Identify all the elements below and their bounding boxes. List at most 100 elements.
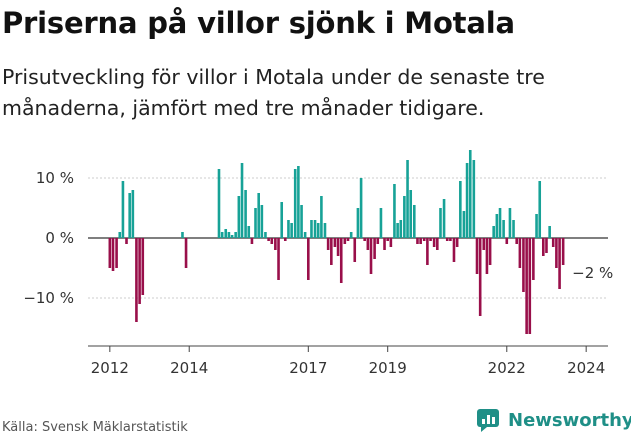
bar — [320, 196, 323, 238]
bar — [522, 238, 525, 292]
bar — [336, 238, 340, 256]
bar-chart: 10 % 0 % −10 % 2012 2014 2017 2019 2022 2024 −2… — [23, 150, 613, 377]
bar — [363, 238, 366, 241]
bar — [260, 205, 264, 238]
bar — [227, 232, 231, 238]
bar — [468, 150, 472, 238]
bar — [475, 238, 479, 274]
bar — [403, 196, 406, 238]
bar — [455, 238, 459, 247]
bar — [224, 229, 228, 238]
bar — [548, 226, 551, 238]
bar — [492, 226, 495, 238]
bar — [115, 238, 118, 268]
bar — [138, 238, 141, 304]
bar — [555, 238, 558, 268]
bar — [270, 238, 274, 244]
x-tick-label: 2022 — [488, 359, 526, 377]
bar — [508, 208, 512, 238]
bar — [495, 214, 499, 238]
bar — [316, 223, 320, 238]
bar — [542, 238, 545, 256]
bar — [442, 199, 446, 238]
page-title: Priserna på villor sjönk i Motala — [2, 6, 515, 40]
bar — [432, 238, 436, 247]
bar — [551, 238, 555, 247]
bar — [274, 238, 277, 250]
bar — [525, 238, 528, 334]
brand-logo[interactable]: Newsworthy — [476, 408, 631, 432]
bar — [366, 238, 370, 250]
bar — [561, 238, 565, 265]
bar — [264, 232, 267, 238]
bar — [257, 193, 260, 238]
bar — [478, 238, 482, 316]
chart-subtitle: Prisutveckling för villor i Motala under… — [2, 65, 545, 120]
bar — [141, 238, 145, 295]
bar — [359, 178, 363, 238]
bar — [485, 238, 489, 274]
bar — [535, 214, 538, 238]
bar — [518, 238, 522, 268]
bar — [389, 238, 393, 247]
bar — [346, 238, 350, 241]
bar — [558, 238, 561, 289]
newsworthy-logo-icon — [477, 409, 499, 432]
bar — [326, 238, 330, 250]
bar — [373, 238, 376, 259]
bar — [515, 238, 518, 244]
bar — [333, 238, 337, 247]
y-axis-ticks: 10 % 0 % −10 % — [23, 169, 74, 307]
bar — [250, 238, 254, 244]
bar — [290, 223, 293, 238]
bar — [472, 160, 476, 238]
bar — [254, 208, 257, 238]
bar — [488, 238, 492, 265]
x-axis: 2012 2014 2017 2019 2022 2024 — [88, 345, 608, 377]
bar — [426, 238, 429, 265]
y-tick-label: 10 % — [36, 169, 74, 187]
bar — [330, 238, 333, 265]
bar — [396, 223, 399, 238]
bar — [452, 238, 456, 262]
bar — [339, 238, 343, 283]
bar — [280, 202, 284, 238]
x-tick-label: 2017 — [289, 359, 327, 377]
bar — [545, 238, 548, 253]
bar — [498, 208, 502, 238]
bar — [135, 238, 138, 322]
bar — [300, 205, 303, 238]
bar — [128, 193, 131, 238]
x-tick-label: 2019 — [369, 359, 407, 377]
bar — [449, 238, 452, 241]
bar — [310, 220, 313, 238]
brand-name: Newsworthy — [508, 409, 631, 431]
bar — [353, 238, 357, 262]
bar — [307, 238, 310, 280]
bar — [184, 238, 188, 268]
bar — [512, 220, 515, 238]
chart-bars — [108, 150, 565, 334]
bar — [528, 238, 532, 334]
bar — [131, 190, 135, 238]
bar — [277, 238, 280, 280]
x-tick-label: 2014 — [170, 359, 208, 377]
x-tick-label: 2012 — [91, 359, 129, 377]
bar — [376, 238, 380, 244]
bar — [422, 238, 426, 241]
bar — [419, 238, 422, 244]
bar — [121, 181, 125, 238]
bar — [313, 220, 317, 238]
bar — [502, 220, 505, 238]
bar — [406, 160, 409, 238]
bar — [125, 238, 128, 244]
bar — [538, 181, 542, 238]
bar — [283, 238, 287, 241]
bar — [386, 238, 389, 241]
bar — [439, 208, 442, 238]
bar — [237, 196, 241, 238]
bar — [399, 220, 403, 238]
bar — [240, 163, 244, 238]
bar — [532, 238, 535, 280]
x-tick-label: 2024 — [567, 359, 605, 377]
